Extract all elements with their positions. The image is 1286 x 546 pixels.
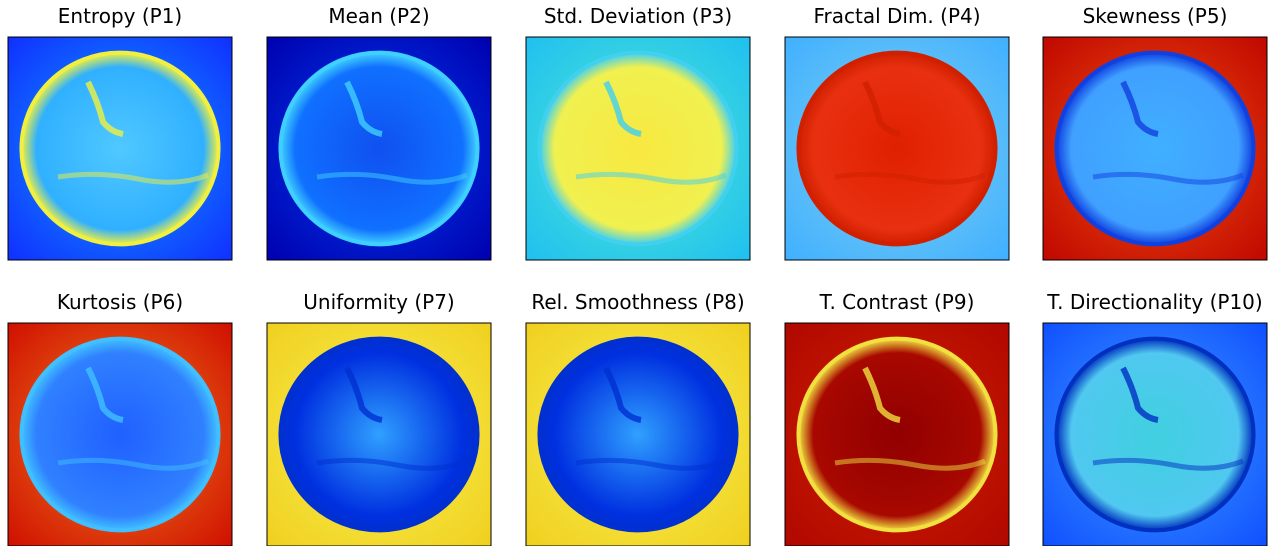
panel: Std. Deviation (P3): [526, 4, 750, 260]
panel-title: Std. Deviation (P3): [544, 4, 732, 28]
solar-disk: [21, 53, 218, 245]
panel-title: Fractal Dim. (P4): [813, 4, 980, 28]
panel: Entropy (P1): [8, 4, 232, 260]
panel: Rel. Smoothness (P8): [526, 290, 750, 546]
panel-title: Mean (P2): [328, 4, 429, 28]
solar-disk: [280, 53, 477, 245]
solar-disk: [21, 339, 218, 531]
panel-title: Kurtosis (P6): [57, 290, 183, 314]
panel-title: T. Directionality (P10): [1046, 290, 1262, 314]
panel: Skewness (P5): [1043, 4, 1267, 260]
solar-disk: [280, 339, 477, 531]
panel: Mean (P2): [267, 4, 491, 260]
panel: Uniformity (P7): [267, 290, 491, 546]
solar-disk: [798, 53, 995, 245]
panel-title: Entropy (P1): [58, 4, 182, 28]
panel: T. Directionality (P10): [1043, 290, 1267, 546]
solar-disk: [1056, 53, 1253, 245]
panel: Kurtosis (P6): [8, 290, 232, 546]
solar-disk: [539, 339, 736, 531]
panel-title: T. Contrast (P9): [819, 290, 975, 314]
panel: Fractal Dim. (P4): [785, 4, 1009, 260]
solar-disk: [1056, 339, 1253, 531]
figure: Entropy (P1) Mean (P2) Std. Deviation (P3)…: [0, 0, 1286, 546]
panel-title: Skewness (P5): [1083, 4, 1228, 28]
panel-title: Rel. Smoothness (P8): [531, 290, 744, 314]
solar-disk: [798, 339, 995, 531]
solar-disk: [539, 53, 736, 245]
panel-title: Uniformity (P7): [303, 290, 454, 314]
panel: T. Contrast (P9): [785, 290, 1009, 546]
